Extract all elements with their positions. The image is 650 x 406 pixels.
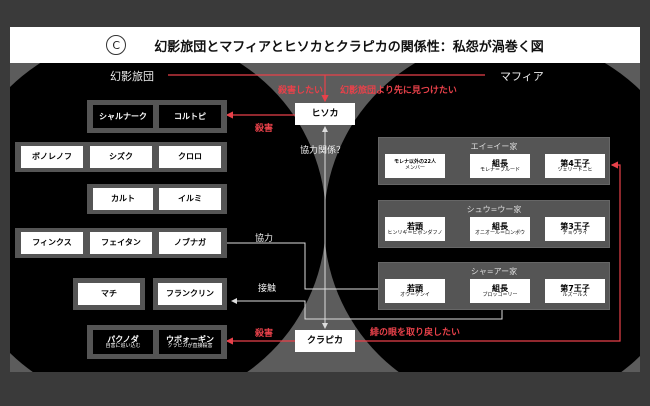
- member-node: パクノダ 自害に追い込む: [93, 330, 153, 354]
- member-node: マチ: [78, 283, 140, 305]
- member-node: クロロ: [159, 146, 221, 168]
- contact-line: [231, 298, 503, 320]
- mafia-prince-node: 第7王子 ルズールス: [545, 279, 605, 303]
- member-node: ノブナガ: [159, 232, 221, 254]
- family-name: シュウ=ウー家: [466, 205, 522, 214]
- troupe-label: 幻影旅団: [110, 70, 154, 83]
- mafia-prince-node: 第3王子 チョウライ: [545, 217, 605, 241]
- kill-label: 殺害: [255, 124, 274, 134]
- member-node: フランクリン: [158, 283, 222, 305]
- member-node: ウボォーギン クラピカが直接殺害: [159, 330, 221, 354]
- member-node: ボノレノフ: [21, 146, 83, 168]
- badge: C: [106, 35, 127, 55]
- member-node: コルトピ: [159, 105, 221, 128]
- page-title: 幻影旅団とマフィアとヒソカとクラピカの関係性：私怨が渦巻く図: [154, 39, 544, 55]
- mafia-left-node: 若頭 オウ＝ケンイ: [385, 279, 445, 303]
- mafia-boss-node: 組長 オニオール＝ロンポウ: [470, 217, 530, 241]
- find-first-label: 幻影旅団より先に見つけたい: [340, 86, 457, 96]
- family-name: エイ=イー家: [470, 142, 518, 151]
- mafia-prince-node: 第4王子 ツェリードニヒ: [545, 154, 605, 178]
- mafia-label: マフィア: [500, 70, 544, 83]
- coop-label: 協力: [255, 234, 274, 244]
- diagram: 幻影旅団 マフィア 殺害したい 幻影旅団より先に見つけたい 殺害 協力関係？ 協…: [10, 63, 640, 372]
- mafia-family-group: シャ=アー家若頭 オウ＝ケンイ 組長 ブロッコ＝リー 第7王子 ルズールス: [378, 262, 610, 310]
- contact-label: 接触: [258, 284, 277, 294]
- troupe-group-5b: フランクリン: [153, 278, 227, 310]
- troupe-group-4: フィンクス フェイタン ノブナガ: [15, 228, 227, 258]
- kurapika-node: クラピカ: [295, 330, 355, 352]
- mafia-left-node: モレナ以外の22人 メンバー: [385, 154, 445, 178]
- troupe-group-3: カルト イルミ: [87, 184, 227, 214]
- mafia-family-group: エイ=イー家モレナ以外の22人 メンバー 組長 モレナ＝プルード 第4王子 ツェリードニヒ: [378, 137, 610, 185]
- troupe-group-2: ボノレノフ シズク クロロ: [15, 142, 227, 172]
- title-bar: C 幻影旅団とマフィアとヒソカとクラピカの関係性：私怨が渦巻く図: [10, 27, 640, 63]
- mafia-left-node: 若頭 ヒンリギ＝ピボンダフノ: [385, 217, 445, 241]
- member-node: フェイタン: [90, 232, 152, 254]
- mafia-boss-node: 組長 ブロッコ＝リー: [470, 279, 530, 303]
- troupe-group-1: シャルナーク コルトピ: [87, 100, 227, 133]
- member-node: シズク: [90, 146, 152, 168]
- kill2-label: 殺害: [255, 329, 274, 339]
- kill-want-label: 殺害したい: [278, 86, 324, 96]
- family-name: シャ=アー家: [470, 267, 518, 276]
- troupe-group-5a: マチ: [73, 278, 145, 310]
- coop-question-label: 協力関係？: [300, 146, 346, 156]
- coop-line: [227, 242, 384, 292]
- scarlet-eyes-label: 緋の眼を取り戻したい: [370, 328, 461, 338]
- troupe-group-6: パクノダ 自害に追い込む ウボォーギン クラピカが直接殺害: [87, 325, 227, 359]
- member-node: カルト: [93, 188, 153, 210]
- member-node: フィンクス: [21, 232, 83, 254]
- mafia-boss-node: 組長 モレナ＝プルード: [470, 154, 530, 178]
- member-node: イルミ: [159, 188, 221, 210]
- member-node: シャルナーク: [93, 105, 153, 128]
- hisoka-node: ヒソカ: [295, 103, 355, 125]
- red-scarlet-line: [355, 161, 621, 342]
- mafia-family-group: シュウ=ウー家若頭 ヒンリギ＝ピボンダフノ 組長 オニオール＝ロンポウ 第3王子 チョウラ…: [378, 200, 610, 248]
